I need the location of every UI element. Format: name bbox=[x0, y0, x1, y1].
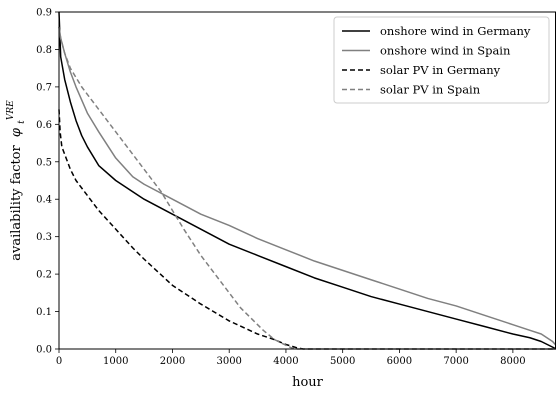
y-tick-label-3: 0.3 bbox=[36, 232, 52, 243]
y-axis: 0.0 0.1 0.2 0.3 0.4 0.5 0.6 0.7 0.8 0.9 bbox=[36, 8, 59, 356]
y-axis-label-sup: VRE bbox=[6, 100, 16, 120]
legend-box bbox=[333, 16, 550, 104]
series-lines bbox=[58, 11, 556, 350]
x-tick-label-6: 6000 bbox=[387, 356, 412, 367]
legend-label-0: onshore wind in Germany bbox=[380, 24, 531, 38]
x-tick-label-4: 4000 bbox=[273, 356, 298, 367]
y-tick-label-8: 0.8 bbox=[36, 45, 52, 56]
y-axis-label-text: availability factor bbox=[9, 144, 24, 260]
y-axis-label: availability factor φ t VRE bbox=[6, 100, 28, 261]
x-tick-label-1: 1000 bbox=[103, 356, 128, 367]
series-line-1 bbox=[58, 26, 556, 346]
y-tick-label-6: 0.6 bbox=[36, 120, 52, 131]
x-tick-label-8: 8000 bbox=[500, 356, 525, 367]
legend: onshore wind in Germany onshore wind in S… bbox=[333, 16, 550, 104]
series-line-3 bbox=[58, 26, 556, 350]
x-tick-label-5: 5000 bbox=[330, 356, 355, 367]
series-line-2 bbox=[58, 109, 556, 350]
y-tick-label-4: 0.4 bbox=[36, 195, 52, 206]
y-tick-label-7: 0.7 bbox=[36, 82, 52, 93]
x-tick-label-3: 3000 bbox=[216, 356, 241, 367]
y-tick-label-5: 0.5 bbox=[36, 157, 52, 168]
y-tick-label-0: 0.0 bbox=[36, 345, 52, 356]
x-tick-label-0: 0 bbox=[56, 356, 62, 367]
x-tick-label-7: 7000 bbox=[443, 356, 468, 367]
legend-label-3: solar PV in Spain bbox=[380, 83, 481, 97]
y-tick-label-2: 0.2 bbox=[36, 270, 52, 281]
x-tick-label-2: 2000 bbox=[160, 356, 185, 367]
legend-label-2: solar PV in Germany bbox=[380, 63, 501, 77]
series-line-0 bbox=[58, 11, 556, 350]
x-axis-label: hour bbox=[292, 375, 324, 390]
legend-label-1: onshore wind in Spain bbox=[380, 44, 511, 58]
y-axis-label-sub: t bbox=[17, 120, 27, 124]
y-axis-label-symbol: φ bbox=[9, 127, 24, 137]
y-tick-label-9: 0.9 bbox=[36, 8, 52, 19]
y-tick-label-1: 0.1 bbox=[36, 307, 52, 318]
x-axis: 0 1000 2000 3000 4000 5000 6000 7000 8000 bbox=[56, 349, 526, 367]
